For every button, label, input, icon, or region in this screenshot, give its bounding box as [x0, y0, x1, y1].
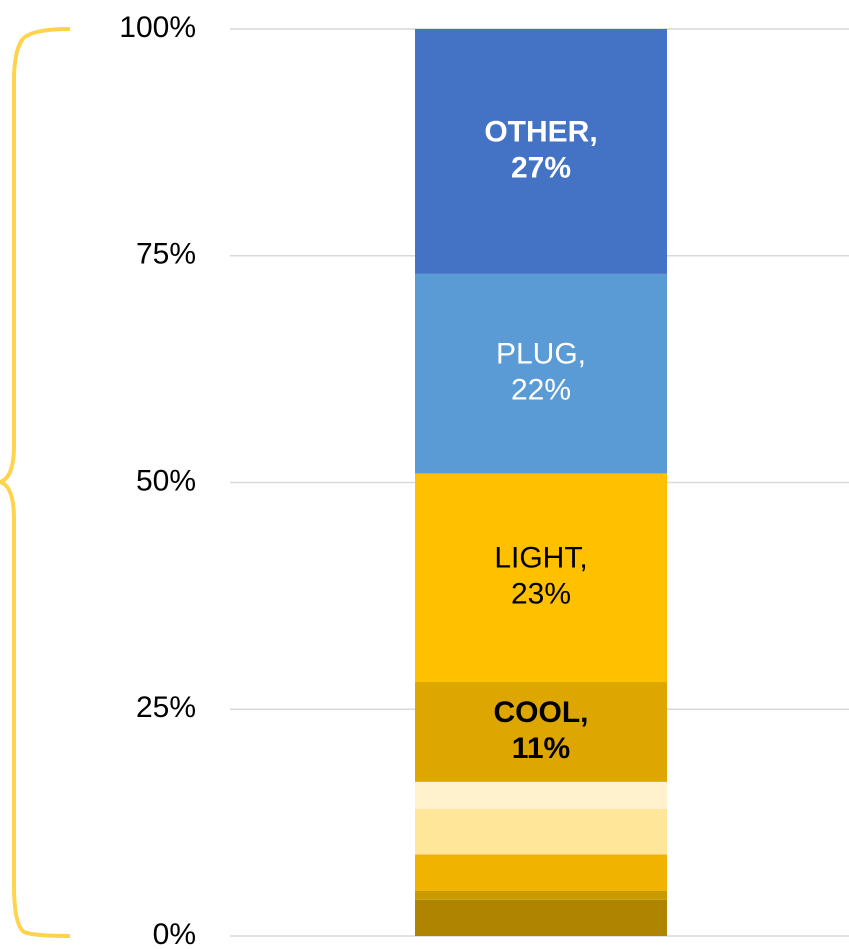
data-label: 27%	[511, 151, 571, 184]
bar-segment	[415, 29, 667, 274]
bar-segment	[415, 854, 667, 891]
bar-segment	[415, 809, 667, 855]
y-tick-label: 75%	[136, 238, 196, 271]
segment-name: PLUG,	[496, 338, 586, 371]
y-tick-label: 0%	[153, 918, 196, 949]
bar-segment	[415, 682, 667, 782]
data-label: 22%	[511, 374, 571, 407]
data-label: 11%	[512, 732, 570, 765]
bar-segment	[415, 273, 667, 474]
segment-name: OTHER,	[484, 115, 597, 148]
bar-segment	[415, 899, 667, 936]
y-tick-label: 50%	[136, 464, 196, 497]
bar-segment	[415, 890, 667, 900]
data-label: 23%	[511, 578, 571, 611]
bar-segment	[415, 473, 667, 683]
segment-name: COOL,	[494, 696, 589, 729]
segment-name: LIGHT,	[494, 542, 587, 575]
brace	[0, 27, 71, 938]
y-tick-label: 100%	[119, 11, 196, 44]
y-tick-label: 25%	[136, 691, 196, 724]
bar-segment	[415, 781, 667, 810]
